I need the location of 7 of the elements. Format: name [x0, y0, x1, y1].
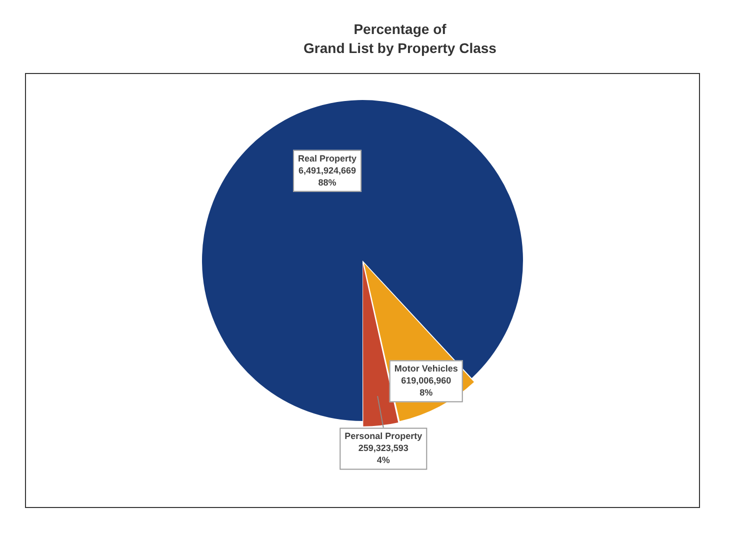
slice-label: Personal Property — [344, 431, 422, 442]
data-label: 259,323,593 4% — [358, 443, 408, 466]
data-label: 6,491,924,669 88% — [298, 165, 356, 188]
slice-label: Motor Vehicles — [394, 364, 458, 374]
slice-label: Real Property — [298, 153, 357, 164]
chart-title: Percentage of Grand List by Property Class — [302, 20, 498, 58]
data-label: 619,006,960 8% — [401, 376, 452, 398]
